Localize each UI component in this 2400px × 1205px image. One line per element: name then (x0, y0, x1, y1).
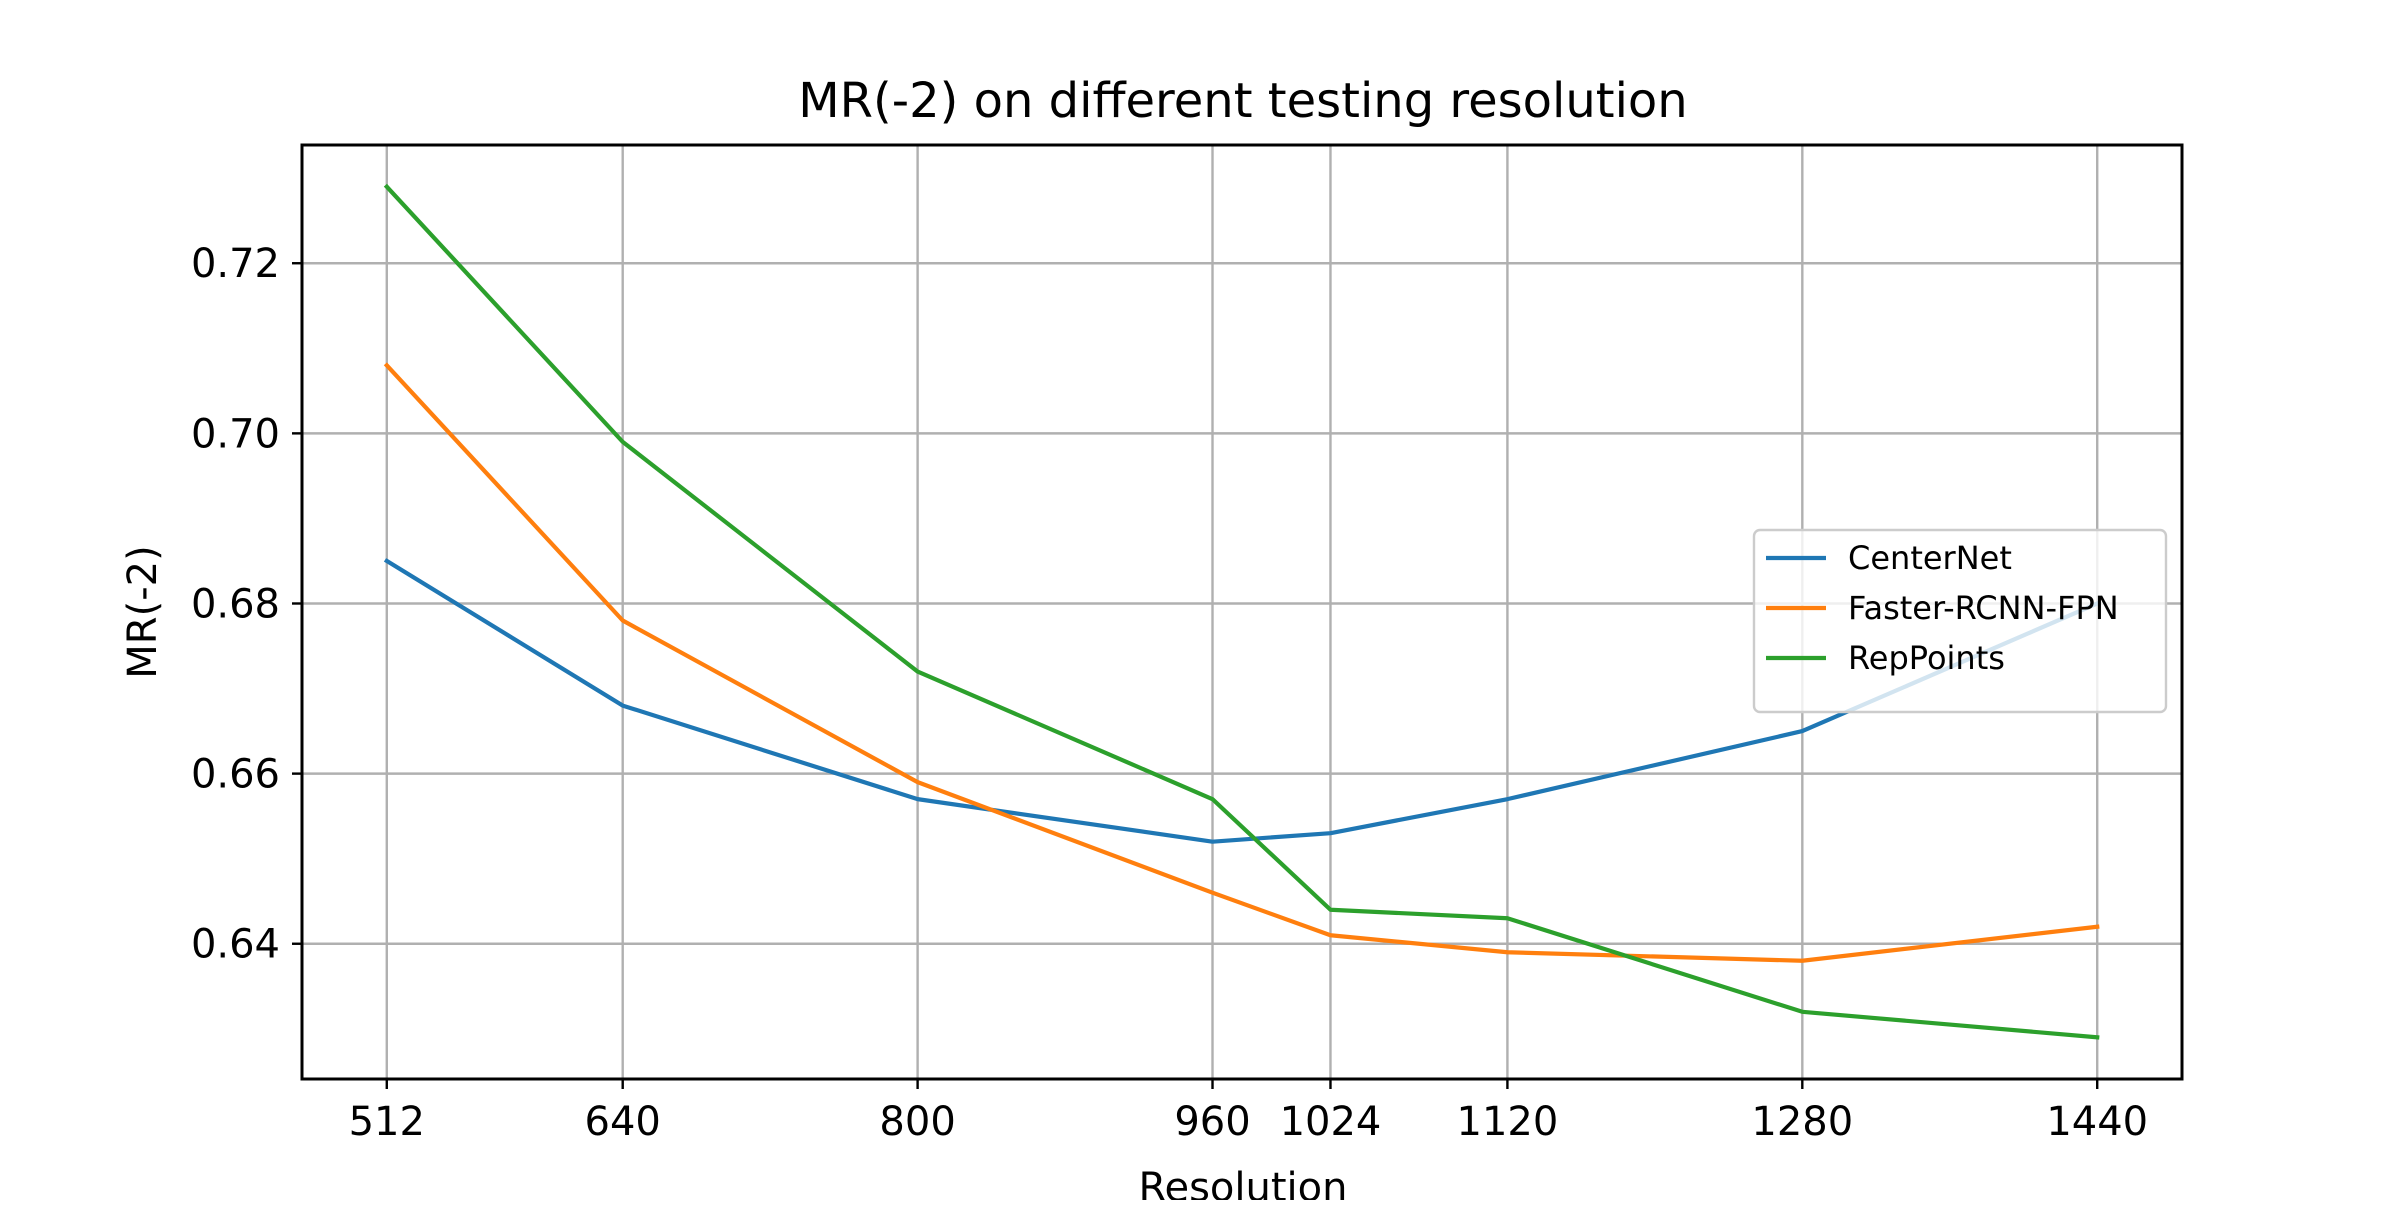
x-axis-label: Resolution (1138, 1165, 1347, 1200)
chart-title: MR(-2) on different testing resolution (798, 73, 1687, 129)
y-axis-label: MR(-2) (120, 545, 166, 678)
x-tick-label: 1024 (1280, 1099, 1382, 1145)
legend: CenterNet Faster-RCNN-FPN RepPoints (1752, 528, 2168, 714)
y-tick-label: 0.64 (191, 922, 280, 968)
series-line-faster-rcnn-fpn (383, 362, 2100, 963)
x-axis-ticks: 512 640 800 960 1024 1120 1280 1440 (349, 1079, 2148, 1145)
y-tick-label: 0.72 (191, 241, 280, 287)
legend-box (1752, 528, 2168, 714)
y-tick-label: 0.66 (191, 752, 280, 798)
x-tick-label: 640 (585, 1099, 661, 1145)
x-tick-label: 512 (349, 1099, 425, 1145)
x-tick-label: 1120 (1457, 1099, 1559, 1145)
x-tick-label: 1440 (2046, 1099, 2148, 1145)
series-line-reppoints (383, 183, 2100, 1040)
legend-label: Faster-RCNN-FPN (1848, 589, 2119, 627)
y-tick-label: 0.68 (191, 581, 280, 627)
y-tick-label: 0.70 (191, 411, 280, 457)
plot-frame (300, 143, 2184, 1081)
series-lines (383, 183, 2100, 1040)
legend-label: RepPoints (1848, 639, 2005, 677)
x-tick-label: 1280 (1751, 1099, 1853, 1145)
series-line-centernet (383, 558, 2100, 844)
y-axis-ticks: 0.64 0.66 0.68 0.70 0.72 (191, 241, 302, 968)
x-tick-label: 960 (1174, 1099, 1250, 1145)
legend-label: CenterNet (1848, 539, 2012, 577)
x-tick-label: 800 (879, 1099, 955, 1145)
